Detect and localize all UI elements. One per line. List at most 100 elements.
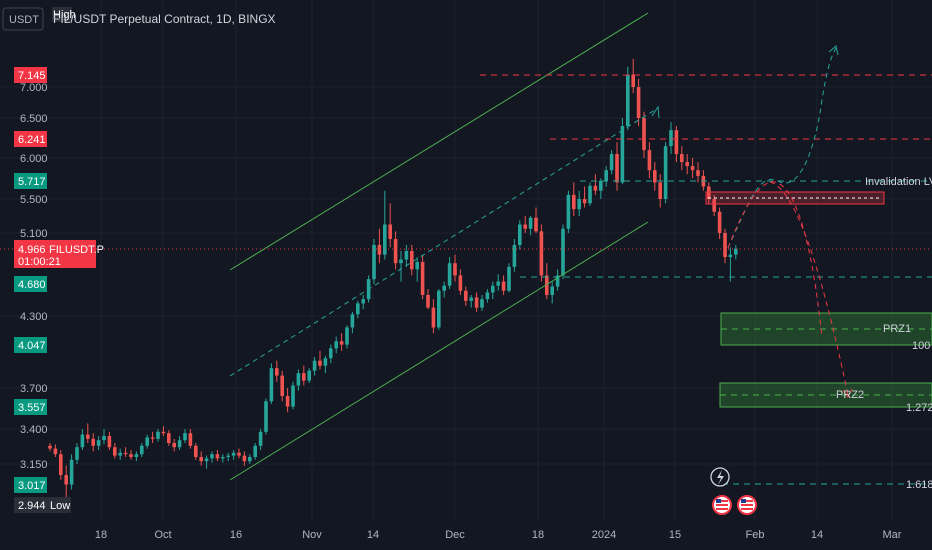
candle bbox=[129, 450, 133, 460]
y-tick-label: 6.000 bbox=[20, 153, 48, 165]
currency-button[interactable]: USDT bbox=[2, 7, 44, 31]
price-tags: 7.145 6.241 5.717 4.966 FILUSDT.P01:00:21 4.6… bbox=[14, 67, 104, 513]
candle bbox=[177, 436, 182, 450]
price-tag: 3.017 bbox=[14, 477, 47, 493]
candle bbox=[669, 122, 673, 155]
x-tick-label: Mar bbox=[883, 529, 902, 541]
bullish-projection-path[interactable] bbox=[727, 47, 837, 249]
x-tick-label: Dec bbox=[445, 529, 465, 541]
x-tick-label: 14 bbox=[811, 529, 823, 541]
candle bbox=[680, 146, 684, 171]
candle bbox=[685, 154, 689, 175]
y-tick-label: 3.400 bbox=[20, 424, 48, 436]
price-tag-value: 4.966 bbox=[18, 244, 46, 256]
candle bbox=[356, 300, 360, 319]
candle bbox=[86, 423, 90, 443]
candle bbox=[696, 162, 700, 183]
candle bbox=[707, 182, 711, 204]
candle bbox=[307, 368, 311, 384]
candle bbox=[410, 244, 414, 276]
candle bbox=[523, 216, 527, 233]
price-tag-value: 7.145 bbox=[18, 70, 46, 82]
candle bbox=[690, 158, 695, 179]
x-axis-ticks: 18 Oct 16 Nov 14 Dec 18 2024 15 Feb 14 Mar bbox=[95, 529, 902, 541]
lightning-event-icon[interactable] bbox=[710, 467, 730, 487]
candle bbox=[172, 438, 176, 452]
candle bbox=[464, 286, 468, 306]
candle bbox=[167, 430, 171, 446]
candle bbox=[377, 228, 382, 264]
candle bbox=[609, 150, 614, 175]
candle bbox=[728, 247, 733, 282]
x-tick-label: Feb bbox=[746, 529, 765, 541]
candle bbox=[717, 207, 722, 239]
candle bbox=[528, 216, 533, 236]
candle bbox=[404, 244, 409, 267]
candle bbox=[734, 244, 738, 260]
candle bbox=[145, 434, 149, 449]
candle bbox=[555, 269, 560, 291]
channel-upper-line[interactable] bbox=[229, 12, 649, 271]
candle bbox=[674, 126, 679, 163]
candle bbox=[248, 454, 252, 464]
candle bbox=[566, 190, 571, 233]
price-tag-value: 4.680 bbox=[18, 279, 46, 291]
us-flag-event-icon-2[interactable] bbox=[737, 495, 757, 515]
candle bbox=[469, 294, 473, 308]
candle bbox=[69, 454, 74, 490]
candle bbox=[626, 66, 630, 131]
candle bbox=[420, 254, 425, 300]
candle-series bbox=[48, 58, 738, 501]
candle bbox=[291, 381, 295, 410]
candle bbox=[453, 254, 457, 282]
y-tick-label: 7.000 bbox=[20, 82, 48, 94]
bearish-projection-path-2[interactable] bbox=[769, 181, 849, 396]
candle bbox=[361, 294, 365, 310]
drawing-layer[interactable] bbox=[0, 12, 932, 485]
candle bbox=[372, 238, 376, 284]
symbol-title: FIL/USDT Perpetual Contract, 1D, BINGX bbox=[53, 12, 276, 26]
candle bbox=[582, 186, 587, 208]
prz1-label: PRZ1 bbox=[883, 323, 911, 335]
candle bbox=[329, 344, 333, 364]
y-tick-label: 3.150 bbox=[20, 459, 48, 471]
grid-lines bbox=[0, 0, 932, 520]
candle bbox=[534, 207, 538, 233]
candle bbox=[604, 166, 608, 187]
candle bbox=[312, 357, 317, 376]
x-tick-label: Nov bbox=[302, 529, 322, 541]
x-tick-label: 15 bbox=[669, 529, 681, 541]
candle bbox=[102, 429, 106, 445]
bullish-projection-arrow bbox=[828, 45, 839, 56]
candle bbox=[426, 289, 430, 310]
price-tag: 2.944 Low bbox=[14, 497, 71, 513]
candle bbox=[636, 78, 641, 127]
candle bbox=[561, 224, 565, 280]
candle bbox=[491, 281, 495, 300]
price-tag-value: 3.017 bbox=[18, 480, 46, 492]
candle bbox=[123, 447, 128, 457]
us-flag-event-icon[interactable] bbox=[712, 495, 732, 515]
candle bbox=[474, 292, 479, 312]
candle bbox=[480, 294, 484, 311]
candle bbox=[723, 228, 727, 264]
candle bbox=[285, 388, 290, 413]
price-tag-value: 2.944 bbox=[18, 500, 46, 512]
x-tick-label: 18 bbox=[532, 529, 544, 541]
candle bbox=[107, 431, 112, 450]
candle bbox=[215, 450, 220, 462]
candle bbox=[280, 370, 284, 402]
candle bbox=[577, 190, 581, 216]
bearish-projection-path-1[interactable] bbox=[727, 181, 823, 339]
channel-lower-line[interactable] bbox=[229, 221, 649, 481]
invalidation-label: Invalidation LVL bbox=[865, 176, 932, 188]
candle bbox=[518, 220, 522, 250]
fib-1272-label: 1.272 bbox=[906, 402, 932, 414]
svg-text:USDT: USDT bbox=[9, 14, 39, 26]
candle bbox=[350, 311, 355, 334]
candle bbox=[183, 429, 187, 443]
channel-mid-line[interactable] bbox=[229, 107, 659, 377]
candle bbox=[134, 451, 139, 462]
candle bbox=[59, 450, 63, 480]
